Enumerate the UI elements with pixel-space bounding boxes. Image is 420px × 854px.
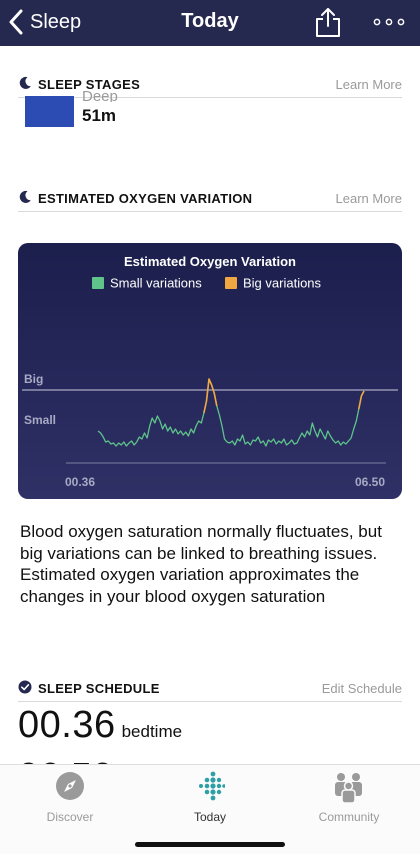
tab-label-discover: Discover bbox=[46, 810, 94, 824]
more-icon[interactable] bbox=[372, 14, 406, 30]
oxygen-variation-title: ESTIMATED OXYGEN VARIATION bbox=[38, 191, 253, 206]
big-variation-segment bbox=[358, 390, 365, 410]
moon-icon bbox=[19, 76, 31, 89]
oxygen-learn-more-link[interactable]: Learn More bbox=[335, 191, 402, 206]
fitbit-dots-icon bbox=[199, 771, 225, 801]
legend-swatch-big bbox=[225, 277, 237, 289]
series-big-variations bbox=[203, 378, 365, 414]
bedtime-value: 00.36 bbox=[18, 704, 116, 746]
back-label: Sleep bbox=[30, 10, 82, 33]
sleep-schedule-header: SLEEP SCHEDULE Edit Schedule bbox=[18, 676, 402, 702]
deep-stage-value: 51m bbox=[82, 106, 117, 125]
community-icon bbox=[335, 773, 362, 803]
oxygen-description: Blood oxygen saturation normally fluctua… bbox=[20, 522, 382, 606]
series-line-small-variations bbox=[97, 378, 365, 447]
check-circle-icon bbox=[18, 680, 32, 694]
tab-today[interactable]: Today bbox=[155, 771, 265, 825]
sleep-stages-title: SLEEP STAGES bbox=[38, 77, 141, 92]
tab-bar: Discover Today Community bbox=[0, 764, 420, 854]
legend-label-big: Big variations bbox=[243, 276, 322, 291]
edit-schedule-link[interactable]: Edit Schedule bbox=[321, 681, 402, 696]
back-button[interactable]: Sleep bbox=[8, 6, 81, 38]
deep-stage-label: Deep bbox=[82, 88, 118, 102]
sleep-schedule-title: SLEEP SCHEDULE bbox=[38, 681, 160, 696]
oxygen-variation-header: ESTIMATED OXYGEN VARIATION Learn More bbox=[18, 186, 402, 212]
nav-header: Sleep Today bbox=[0, 0, 420, 46]
sleep-stages-header: SLEEP STAGES Learn More bbox=[18, 72, 402, 98]
moon-icon bbox=[19, 190, 31, 203]
chevron-left-icon bbox=[9, 9, 23, 35]
compass-icon bbox=[56, 772, 84, 800]
share-icon[interactable] bbox=[314, 6, 342, 38]
big-variation-segment bbox=[203, 378, 218, 414]
oxygen-chart-card: Estimated Oxygen Variation Small variati… bbox=[18, 243, 402, 499]
deep-stage-swatch bbox=[25, 96, 74, 127]
oxygen-variation-chart: Estimated Oxygen Variation Small variati… bbox=[22, 254, 398, 489]
bedtime-row: 00.36 bedtime bbox=[18, 704, 182, 747]
y-label-small: Small bbox=[24, 413, 56, 427]
legend-swatch-small bbox=[92, 277, 104, 289]
tab-label-today: Today bbox=[193, 810, 227, 824]
x-label-start: 00.36 bbox=[65, 475, 95, 489]
tab-community[interactable]: Community bbox=[294, 771, 404, 825]
legend-label-small: Small variations bbox=[110, 276, 202, 291]
x-label-end: 06.50 bbox=[355, 475, 385, 489]
tab-label-community: Community bbox=[318, 810, 380, 824]
chart-title: Estimated Oxygen Variation bbox=[124, 254, 296, 269]
sleep-stages-learn-more-link[interactable]: Learn More bbox=[335, 77, 402, 92]
tab-discover[interactable]: Discover bbox=[15, 771, 125, 825]
bedtime-label: bedtime bbox=[121, 722, 183, 741]
y-label-big: Big bbox=[24, 372, 43, 386]
home-indicator bbox=[135, 842, 285, 847]
